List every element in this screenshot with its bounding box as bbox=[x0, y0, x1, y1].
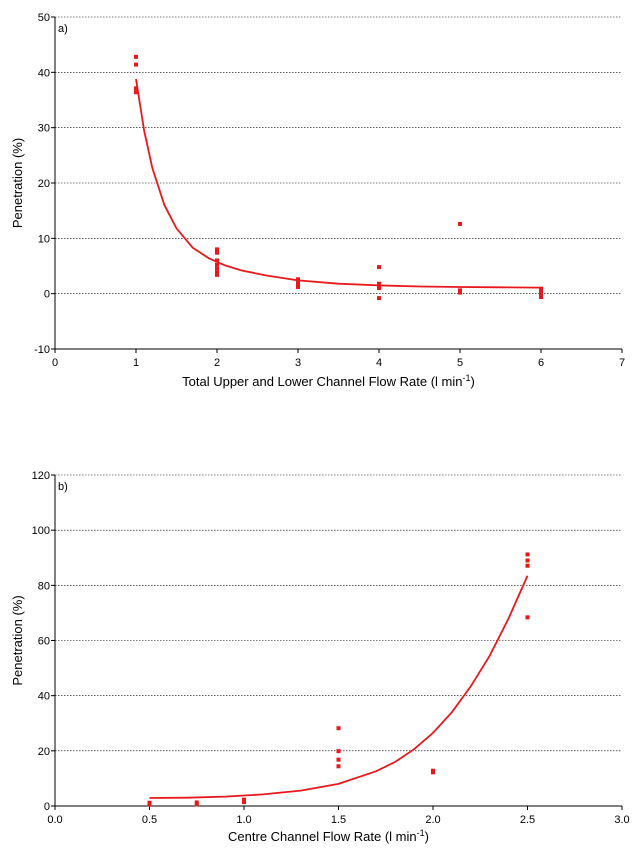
data-point bbox=[539, 286, 543, 291]
data-point bbox=[215, 266, 219, 271]
data-point bbox=[215, 258, 219, 263]
x-tick-label: 3 bbox=[295, 357, 301, 369]
data-point bbox=[539, 291, 543, 296]
x-axis-label: Total Upper and Lower Channel Flow Rate … bbox=[182, 373, 475, 389]
x-tick-label: 4 bbox=[376, 357, 382, 369]
data-point bbox=[458, 288, 462, 293]
data-point bbox=[431, 770, 435, 775]
data-point bbox=[134, 54, 138, 59]
data-point bbox=[296, 282, 300, 287]
x-tick-label: 2.0 bbox=[425, 814, 440, 826]
data-point bbox=[147, 802, 152, 807]
data-point bbox=[539, 288, 543, 293]
x-tick-label: 1.5 bbox=[331, 814, 346, 826]
y-tick-label: 10 bbox=[38, 233, 50, 245]
chart-panel-b: 0 20 40 60 80 100 120 0.0 0.5 1.0 1.5 2.0 2.5 3.0 b) Ce… bbox=[10, 470, 630, 844]
panel-label: b) bbox=[58, 481, 68, 493]
data-point bbox=[336, 749, 341, 754]
x-tick-label: 1 bbox=[133, 357, 139, 369]
y-tick-label: 120 bbox=[32, 470, 50, 482]
data-point bbox=[458, 221, 462, 226]
data-point bbox=[215, 272, 219, 277]
data-point bbox=[242, 800, 246, 805]
y-tick-label: 50 bbox=[38, 12, 50, 24]
data-point bbox=[215, 247, 219, 252]
x-tick-label: 0.5 bbox=[142, 814, 157, 826]
data-point bbox=[336, 764, 341, 769]
y-tick-label: 30 bbox=[38, 123, 50, 135]
fit-curve bbox=[149, 575, 529, 799]
x-tick-label: 6 bbox=[538, 357, 544, 369]
data-point bbox=[296, 277, 300, 282]
x-tick-label: 0 bbox=[52, 357, 58, 369]
y-tick-label: 0 bbox=[44, 801, 50, 813]
y-tick-label: 40 bbox=[38, 691, 50, 703]
data-point bbox=[194, 802, 199, 807]
y-axis-label: Penetration (%) bbox=[10, 138, 25, 228]
x-tick-label: 5 bbox=[457, 357, 463, 369]
y-tick-label: 20 bbox=[38, 746, 50, 758]
data-point bbox=[215, 250, 219, 255]
x-tick-label: 7 bbox=[619, 357, 625, 369]
data-point bbox=[539, 294, 543, 299]
x-tick-label: 2.5 bbox=[520, 814, 535, 826]
data-point bbox=[134, 62, 138, 67]
y-tick-label: 20 bbox=[38, 178, 50, 190]
data-point bbox=[336, 726, 341, 731]
y-axis-label: Penetration (%) bbox=[10, 595, 25, 685]
y-tick-label: 0 bbox=[44, 289, 50, 301]
x-tick-label: 1.0 bbox=[236, 814, 251, 826]
data-point bbox=[377, 281, 381, 286]
y-tick-label: 60 bbox=[38, 636, 50, 648]
data-point bbox=[134, 90, 138, 95]
y-tick-label: -10 bbox=[34, 344, 50, 356]
y-tick-label: 80 bbox=[38, 580, 50, 592]
data-point bbox=[242, 797, 246, 802]
data-point bbox=[377, 265, 381, 270]
x-tick-label: 0.0 bbox=[47, 814, 62, 826]
data-point bbox=[525, 563, 530, 568]
panel-label: a) bbox=[58, 23, 68, 35]
data-point bbox=[296, 285, 300, 290]
x-tick-label: 3.0 bbox=[614, 814, 629, 826]
y-tick-label: 40 bbox=[38, 67, 50, 79]
data-point bbox=[458, 290, 462, 295]
data-point bbox=[377, 296, 381, 301]
data-point bbox=[336, 757, 341, 762]
y-tick-label: 100 bbox=[32, 525, 50, 537]
data-point bbox=[377, 286, 381, 291]
data-point bbox=[525, 552, 530, 557]
data-point bbox=[134, 86, 138, 91]
x-axis-label: Centre Channel Flow Rate (l min-1) bbox=[228, 828, 429, 844]
data-point bbox=[525, 558, 530, 563]
data-point bbox=[215, 262, 219, 267]
x-tick-label: 2 bbox=[214, 357, 220, 369]
data-point bbox=[215, 270, 219, 275]
fit-curve bbox=[135, 78, 542, 289]
data-point bbox=[296, 280, 300, 285]
data-point bbox=[525, 615, 530, 620]
